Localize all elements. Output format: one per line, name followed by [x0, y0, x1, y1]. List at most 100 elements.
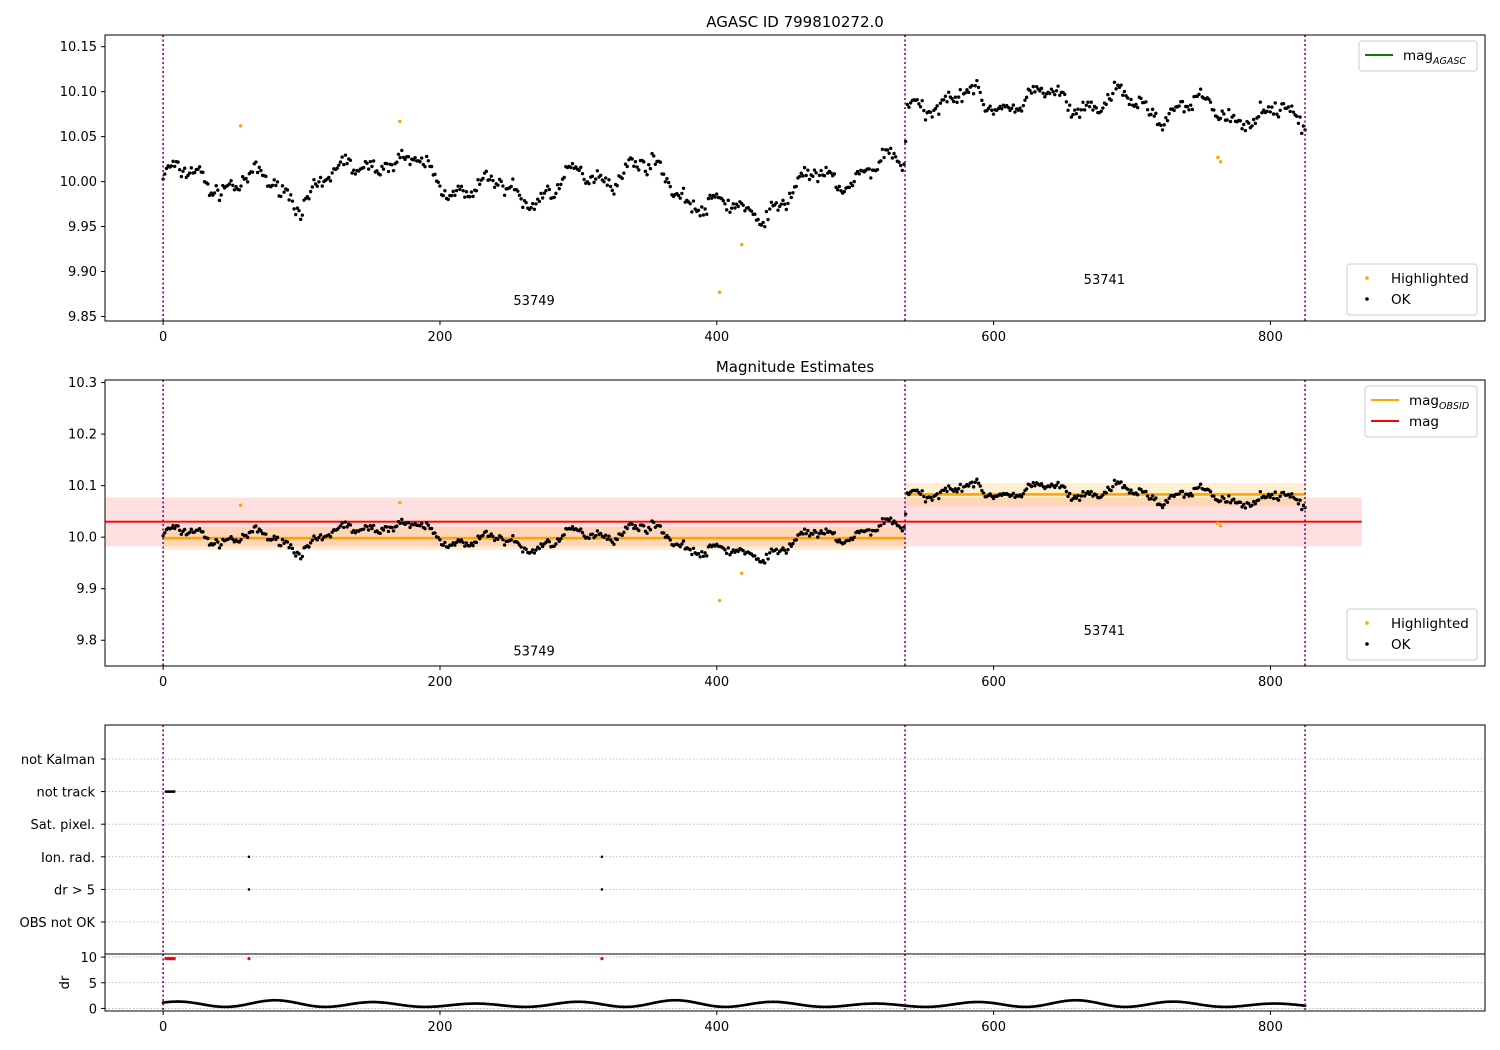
plot-area — [161, 78, 1307, 294]
ok-point — [703, 207, 707, 211]
ok-point — [824, 527, 828, 531]
ok-point — [1066, 494, 1070, 499]
ok-point — [632, 164, 636, 168]
ok-point — [721, 199, 726, 203]
ok-point — [1162, 502, 1166, 507]
ok-point — [713, 195, 717, 199]
ok-point — [484, 169, 489, 174]
ok-point — [1111, 91, 1115, 96]
ok-point — [852, 535, 856, 539]
ok-point — [1086, 489, 1090, 494]
ok-point — [274, 183, 278, 188]
ok-point — [869, 533, 873, 537]
ok-point — [458, 187, 462, 192]
x-tick-label: 600 — [981, 675, 1006, 690]
ok-point — [187, 171, 192, 175]
ok-point — [502, 543, 507, 547]
ok-point — [540, 196, 545, 200]
ok-point — [446, 197, 450, 202]
ok-point — [370, 526, 374, 531]
ok-point — [1247, 121, 1251, 125]
ok-point — [1122, 483, 1127, 488]
ok-point — [471, 543, 475, 548]
ok-point — [577, 168, 581, 173]
ok-point — [487, 177, 492, 182]
ok-point — [300, 554, 305, 559]
ok-point — [580, 530, 585, 535]
x-tick-label: 400 — [704, 1020, 729, 1035]
ok-point — [557, 186, 561, 191]
ok-point — [592, 180, 596, 185]
ok-point — [1296, 502, 1301, 506]
ok-point — [637, 528, 641, 533]
ok-point — [244, 176, 248, 181]
ok-point — [176, 160, 180, 164]
ok-point — [1228, 119, 1233, 124]
ok-point — [1268, 495, 1272, 499]
ok-point — [990, 108, 994, 112]
ok-point — [1218, 116, 1223, 121]
legend-box — [1346, 263, 1478, 316]
ok-point — [889, 146, 893, 151]
ok-point — [787, 542, 792, 546]
obsid-label: 53749 — [513, 294, 554, 309]
ok-point — [352, 168, 356, 172]
ok-point — [182, 166, 187, 170]
ok-point — [555, 183, 560, 187]
ok-point — [315, 184, 319, 188]
ok-point — [603, 176, 608, 180]
ok-point — [197, 527, 202, 531]
ok-point — [557, 539, 561, 543]
flag-point — [247, 855, 251, 859]
ok-point — [804, 531, 808, 536]
ok-point — [645, 173, 649, 177]
ok-point — [441, 193, 445, 198]
ok-point — [426, 523, 431, 527]
ok-point — [1159, 503, 1163, 507]
ok-point — [701, 554, 706, 559]
ok-point — [1104, 102, 1108, 107]
ok-point — [850, 183, 855, 188]
ok-point — [900, 529, 905, 533]
ok-point — [1081, 100, 1085, 104]
ok-point — [632, 526, 636, 531]
legend-subscript: AGASC — [1432, 56, 1466, 67]
ok-point — [756, 217, 760, 222]
ok-point — [666, 180, 671, 185]
ok-point — [423, 164, 427, 169]
ok-point — [1301, 124, 1306, 128]
chart-title: Magnitude Estimates — [716, 358, 874, 376]
ok-point — [255, 170, 260, 175]
ok-point — [811, 532, 815, 536]
ok-point — [1298, 498, 1302, 502]
ok-point — [1112, 80, 1117, 84]
ok-point — [1139, 487, 1143, 492]
ok-point — [1266, 105, 1271, 109]
ok-point — [691, 199, 696, 203]
ok-point — [1106, 485, 1110, 490]
ok-point — [882, 521, 886, 526]
ok-point — [690, 210, 694, 214]
ok-point — [1054, 89, 1059, 93]
ok-point — [801, 174, 805, 178]
ok-point — [1253, 502, 1258, 506]
ok-point — [1208, 100, 1213, 104]
ok-point — [254, 160, 258, 164]
ok-point — [970, 83, 974, 88]
ok-point — [338, 160, 343, 164]
ok-point — [1212, 494, 1216, 498]
ok-point — [426, 159, 431, 163]
ok-point — [1010, 106, 1014, 111]
ok-point — [391, 529, 396, 533]
x-tick-label: 400 — [704, 675, 729, 690]
ok-point — [1180, 99, 1185, 104]
ok-point — [179, 532, 184, 536]
ok-point — [1071, 497, 1075, 501]
ok-point — [385, 525, 389, 529]
ok-point — [371, 159, 376, 163]
ok-point — [579, 165, 583, 170]
ok-point — [396, 152, 401, 156]
ok-point — [163, 172, 167, 176]
ok-point — [1101, 493, 1105, 497]
ok-point — [443, 189, 447, 193]
